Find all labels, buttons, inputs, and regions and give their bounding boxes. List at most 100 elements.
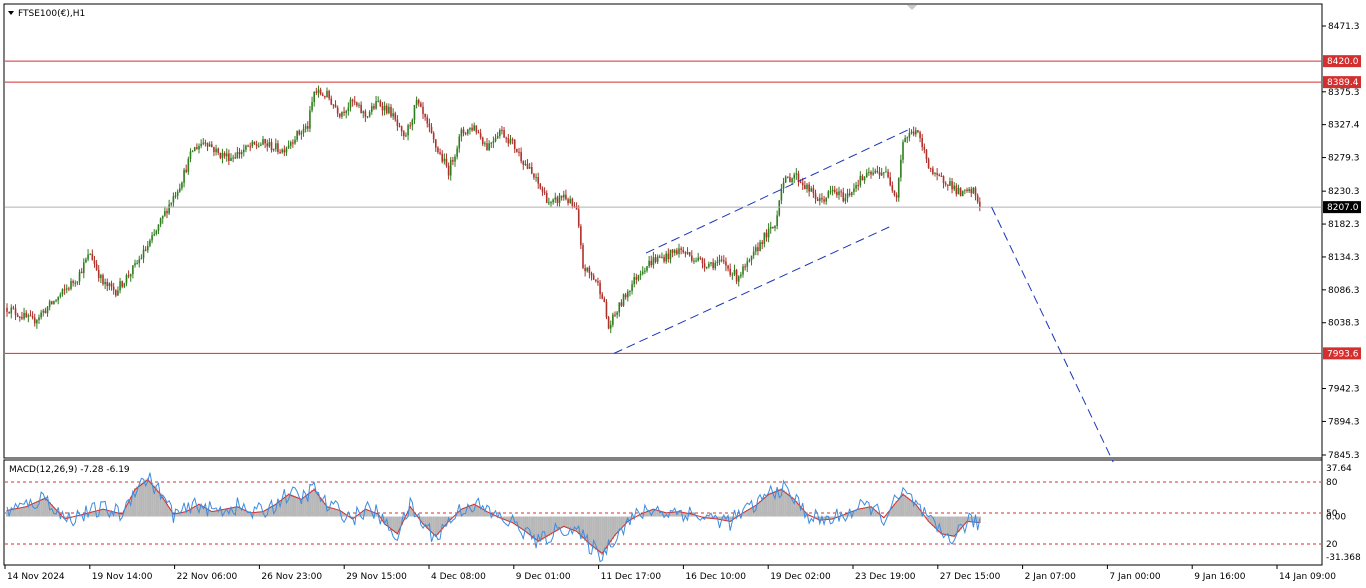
macd-histogram-bar	[919, 509, 922, 517]
candle-body	[166, 210, 168, 214]
candle-body	[409, 125, 411, 127]
candle-body	[603, 298, 606, 302]
macd-histogram-bar	[972, 516, 975, 523]
macd-histogram-bar	[948, 516, 952, 537]
macd-histogram-bar	[899, 495, 903, 517]
support-tag	[1323, 347, 1361, 360]
channel-lower-line[interactable]	[613, 226, 890, 354]
candle-body	[411, 119, 414, 126]
macd-histogram-bar	[131, 492, 135, 517]
macd-histogram-bar	[283, 496, 286, 517]
candle-body	[654, 257, 657, 262]
candle-body	[87, 254, 89, 260]
candle-body	[622, 294, 625, 306]
candle-body	[787, 176, 789, 178]
price-panel[interactable]	[3, 3, 1323, 459]
macd-histogram-bar	[705, 516, 708, 519]
candle-body	[283, 149, 286, 153]
chart-shift-marker-icon[interactable]	[907, 5, 917, 10]
time-tick-label: 2 Jan 07:00	[1025, 572, 1077, 582]
candle-body	[708, 263, 710, 267]
macd-histogram-bar	[236, 506, 239, 517]
candle-body	[776, 215, 778, 227]
candle-body	[93, 260, 96, 264]
candle-body	[72, 281, 74, 283]
candle-body	[737, 276, 740, 282]
macd-histogram-bar	[296, 496, 299, 517]
candle-body	[765, 232, 768, 238]
candle-body	[616, 312, 618, 315]
macd-histogram-bar	[671, 512, 674, 517]
candle-body	[791, 178, 793, 183]
macd-histogram-bar	[518, 516, 521, 528]
macd-histogram-bar	[876, 512, 879, 517]
candle-body	[200, 143, 202, 146]
candle-body	[238, 151, 241, 155]
candle-body	[644, 270, 646, 272]
macd-level-label: 20	[1326, 540, 1338, 550]
candle-body	[612, 314, 614, 325]
candle-body	[955, 185, 958, 195]
macd-histogram-bar	[20, 507, 24, 517]
macd-histogram-bar	[33, 502, 36, 517]
candle-body	[912, 131, 915, 135]
macd-histogram-bar	[844, 513, 847, 517]
macd-histogram-bar	[795, 501, 798, 517]
macd-histogram-bar	[42, 498, 45, 517]
candle-body	[793, 174, 795, 179]
candle-body	[287, 145, 290, 148]
candle-body	[381, 106, 384, 111]
macd-histogram-bar	[564, 516, 568, 528]
symbol-dropdown-icon[interactable]	[8, 11, 14, 15]
candle-body	[281, 149, 283, 153]
candle-body	[588, 267, 591, 273]
macd-histogram-bar	[710, 516, 713, 519]
candle-body	[710, 262, 712, 264]
channel-upper-line[interactable]	[645, 129, 909, 254]
macd-histogram-bar	[93, 511, 96, 517]
macd-histogram-bar	[323, 503, 327, 517]
candle-body	[522, 161, 525, 165]
candle-body	[961, 190, 964, 197]
candle-body	[80, 271, 83, 274]
macd-histogram-bar	[23, 506, 26, 517]
macd-histogram-bar	[57, 511, 60, 517]
candle-body	[392, 113, 394, 117]
macd-histogram-bar	[628, 516, 632, 521]
candle-body	[302, 128, 305, 133]
candle-body	[539, 183, 542, 189]
candle-body	[40, 312, 42, 318]
time-tick-label: 14 Nov 2024	[7, 572, 65, 582]
macd-histogram-bar	[652, 508, 655, 517]
candle-body	[599, 282, 601, 295]
macd-histogram-bar	[368, 510, 371, 517]
candle-body	[714, 262, 717, 269]
macd-histogram-bar	[872, 508, 875, 517]
candle-body	[123, 283, 126, 287]
candle-body	[364, 111, 367, 117]
macd-histogram-bar	[82, 513, 85, 517]
candle-body	[584, 267, 586, 272]
candle-body	[324, 95, 326, 98]
macd-tick-label: -31.368	[1326, 553, 1361, 563]
macd-histogram-bar	[543, 516, 546, 539]
macd-histogram-bar	[390, 516, 393, 530]
candle-body	[618, 302, 621, 313]
projection-line[interactable]	[991, 206, 1114, 463]
candle-body	[821, 197, 823, 200]
candle-body	[861, 175, 864, 181]
candle-body	[639, 273, 642, 276]
candle-body	[400, 126, 403, 132]
candle-body	[774, 226, 776, 229]
macd-histogram-bar	[285, 495, 288, 517]
candle-body	[477, 132, 480, 134]
candle-body	[343, 111, 345, 114]
candle-body	[360, 104, 362, 114]
candle-body	[496, 136, 499, 139]
macd-histogram-bar	[605, 516, 608, 549]
macd-histogram-bar	[253, 512, 256, 517]
macd-histogram-bar	[686, 513, 689, 517]
macd-histogram-bar	[123, 509, 126, 517]
macd-histogram-bar	[445, 516, 448, 525]
